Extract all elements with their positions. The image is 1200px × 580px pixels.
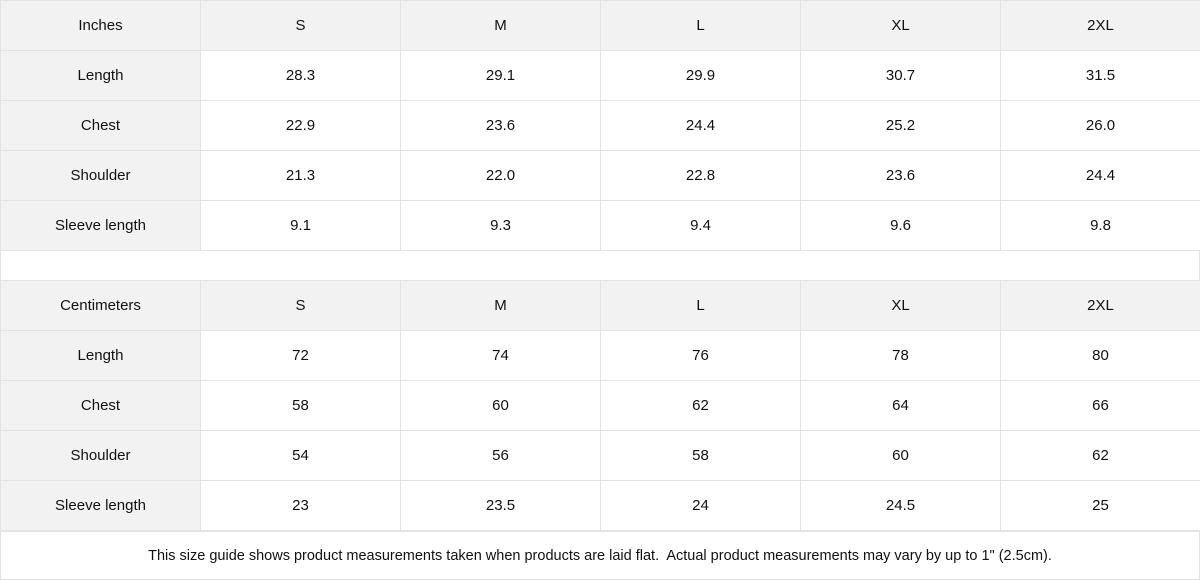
table-row: Sleeve length 9.1 9.3 9.4 9.6 9.8 (0, 200, 1200, 251)
row-label-sleeve-length: Sleeve length (0, 200, 201, 251)
cell-length-xl: 78 (800, 330, 1001, 382)
cell-shoulder-2xl: 24.4 (1000, 150, 1200, 201)
table-row: Shoulder 21.3 22.0 22.8 23.6 24.4 (0, 150, 1200, 201)
row-label-shoulder: Shoulder (0, 150, 201, 201)
cell-shoulder-xl: 23.6 (800, 150, 1001, 201)
table-header-centimeters: Centimeters S M L XL 2XL (0, 280, 1200, 332)
column-header-s: S (200, 280, 401, 332)
column-header-xl: XL (800, 0, 1001, 51)
table-row: Length 28.3 29.1 29.9 30.7 31.5 (0, 50, 1200, 101)
cell-length-2xl: 31.5 (1000, 50, 1200, 101)
cell-shoulder-2xl: 62 (1000, 430, 1200, 482)
cell-sleeve-length-l: 9.4 (600, 200, 801, 251)
cell-chest-m: 23.6 (400, 100, 601, 151)
column-header-s: S (200, 0, 401, 51)
unit-label-inches: Inches (0, 0, 201, 51)
cell-length-m: 74 (400, 330, 601, 382)
column-header-l: L (600, 280, 801, 332)
cell-sleeve-length-m: 23.5 (400, 480, 601, 532)
cell-sleeve-length-l: 24 (600, 480, 801, 532)
row-label-length: Length (0, 330, 201, 382)
column-header-2xl: 2XL (1000, 0, 1200, 51)
cell-chest-2xl: 66 (1000, 380, 1200, 432)
row-label-sleeve-length: Sleeve length (0, 480, 201, 532)
cell-length-l: 29.9 (600, 50, 801, 101)
cell-length-s: 72 (200, 330, 401, 382)
table-row: Length 72 74 76 78 80 (0, 330, 1200, 382)
cell-chest-xl: 25.2 (800, 100, 1001, 151)
row-label-length: Length (0, 50, 201, 101)
cell-shoulder-l: 22.8 (600, 150, 801, 201)
table-row: Chest 58 60 62 64 66 (0, 380, 1200, 432)
table-body-centimeters: Length 72 74 76 78 80 Chest 58 60 62 64 … (0, 330, 1200, 532)
unit-label-centimeters: Centimeters (0, 280, 201, 332)
header-row: Inches S M L XL 2XL (0, 0, 1200, 51)
cell-shoulder-m: 56 (400, 430, 601, 482)
column-header-2xl: 2XL (1000, 280, 1200, 332)
cell-sleeve-length-2xl: 25 (1000, 480, 1200, 532)
cell-shoulder-s: 54 (200, 430, 401, 482)
cell-chest-l: 24.4 (600, 100, 801, 151)
cell-sleeve-length-2xl: 9.8 (1000, 200, 1200, 251)
cell-chest-xl: 64 (800, 380, 1001, 432)
table-spacer (0, 251, 1200, 281)
cell-sleeve-length-xl: 9.6 (800, 200, 1001, 251)
column-header-xl: XL (800, 280, 1001, 332)
column-header-l: L (600, 0, 801, 51)
row-label-shoulder: Shoulder (0, 430, 201, 482)
cell-chest-s: 22.9 (200, 100, 401, 151)
cell-length-m: 29.1 (400, 50, 601, 101)
cell-length-xl: 30.7 (800, 50, 1001, 101)
row-label-chest: Chest (0, 380, 201, 432)
table-body-inches: Length 28.3 29.1 29.9 30.7 31.5 Chest 22… (0, 50, 1200, 251)
column-header-m: M (400, 280, 601, 332)
cell-chest-l: 62 (600, 380, 801, 432)
cell-length-s: 28.3 (200, 50, 401, 101)
size-guide-disclaimer: This size guide shows product measuremen… (0, 531, 1200, 580)
cell-shoulder-s: 21.3 (200, 150, 401, 201)
table-row: Shoulder 54 56 58 60 62 (0, 430, 1200, 482)
cell-shoulder-l: 58 (600, 430, 801, 482)
table-row: Chest 22.9 23.6 24.4 25.2 26.0 (0, 100, 1200, 151)
cell-shoulder-m: 22.0 (400, 150, 601, 201)
size-table-centimeters: Centimeters S M L XL 2XL Length 72 74 76… (0, 280, 1200, 532)
cell-shoulder-xl: 60 (800, 430, 1001, 482)
cell-sleeve-length-s: 9.1 (200, 200, 401, 251)
table-header-inches: Inches S M L XL 2XL (0, 0, 1200, 51)
cell-sleeve-length-s: 23 (200, 480, 401, 532)
cell-length-2xl: 80 (1000, 330, 1200, 382)
cell-chest-s: 58 (200, 380, 401, 432)
size-table-inches: Inches S M L XL 2XL Length 28.3 29.1 29.… (0, 0, 1200, 251)
column-header-m: M (400, 0, 601, 51)
row-label-chest: Chest (0, 100, 201, 151)
table-row: Sleeve length 23 23.5 24 24.5 25 (0, 480, 1200, 532)
cell-sleeve-length-xl: 24.5 (800, 480, 1001, 532)
cell-sleeve-length-m: 9.3 (400, 200, 601, 251)
cell-length-l: 76 (600, 330, 801, 382)
cell-chest-2xl: 26.0 (1000, 100, 1200, 151)
header-row: Centimeters S M L XL 2XL (0, 280, 1200, 332)
cell-chest-m: 60 (400, 380, 601, 432)
